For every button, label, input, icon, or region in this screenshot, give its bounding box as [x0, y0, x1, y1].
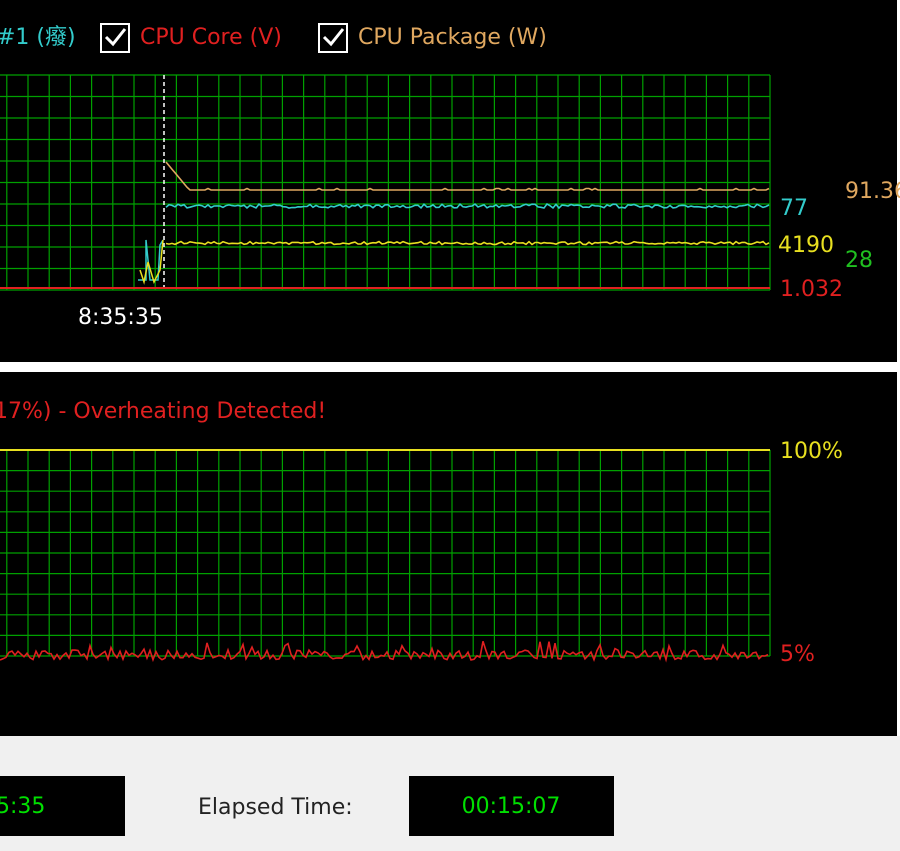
start-time-box — [0, 776, 125, 836]
value-label: 28 — [845, 248, 873, 273]
trace — [138, 239, 164, 281]
legend-label[interactable]: CPU Package (W) — [358, 25, 547, 50]
value-label: 91.36 — [845, 179, 900, 204]
legend-partial-label: #1 (癈) — [0, 25, 76, 50]
top-grid — [0, 74, 771, 291]
checkbox[interactable] — [100, 23, 130, 53]
bottom-label: 5% — [780, 642, 815, 667]
start-time: 5:35 — [0, 794, 45, 819]
trace — [165, 240, 770, 246]
top-label: 100% — [780, 439, 843, 464]
time-label: 8:35:35 — [78, 305, 163, 330]
value-label: 1.032 — [780, 277, 843, 302]
trace — [0, 641, 769, 663]
traces — [0, 161, 770, 663]
warning-title: 17%) - Overheating Detected! — [0, 399, 326, 424]
trace — [139, 239, 164, 285]
checkbox[interactable] — [318, 23, 348, 53]
bottom-panel — [0, 372, 897, 736]
trace — [165, 161, 770, 191]
elapsed-time: 00:15:07 — [462, 794, 561, 819]
elapsed-time-box — [409, 776, 614, 836]
trace — [165, 202, 770, 210]
value-label: 77 — [780, 196, 808, 221]
legend-label[interactable]: CPU Core (V) — [140, 25, 282, 50]
elapsed-label: Elapsed Time: — [198, 795, 353, 820]
value-label: 4190 — [778, 233, 834, 258]
top-panel — [0, 0, 897, 362]
